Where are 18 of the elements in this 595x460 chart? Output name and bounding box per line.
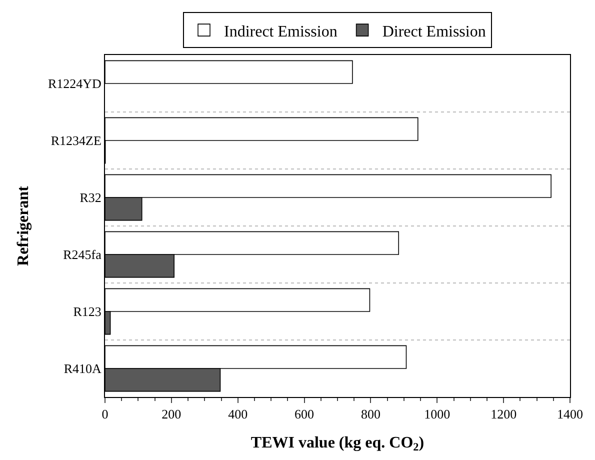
x-tick-label: 200 xyxy=(162,406,182,422)
y-tick-label: R1224YD xyxy=(48,76,102,92)
y-tick-label: R1234ZE xyxy=(50,133,102,148)
y-axis-title: Refrigerant xyxy=(14,185,32,266)
y-tick-label: R123 xyxy=(73,304,102,320)
legend-label: Indirect Emission xyxy=(224,23,338,40)
x-tick-label: 1400 xyxy=(557,406,583,422)
x-tick-label: 1000 xyxy=(424,406,450,422)
x-tick-label: 1200 xyxy=(490,406,517,422)
y-tick-label: R410A xyxy=(64,361,102,376)
x-tick-label: 600 xyxy=(294,406,314,422)
legend-label: Direct Emission xyxy=(382,23,486,40)
x-axis-title: TEWI value (kg eq. CO$_{2}$) xyxy=(250,434,424,454)
y-tick-label: R32 xyxy=(80,190,102,206)
y-tick-label: R245fa xyxy=(63,247,102,262)
x-tick-label: 400 xyxy=(228,406,248,422)
x-tick-label: 0 xyxy=(102,406,108,422)
x-tick-label: 800 xyxy=(360,406,380,422)
